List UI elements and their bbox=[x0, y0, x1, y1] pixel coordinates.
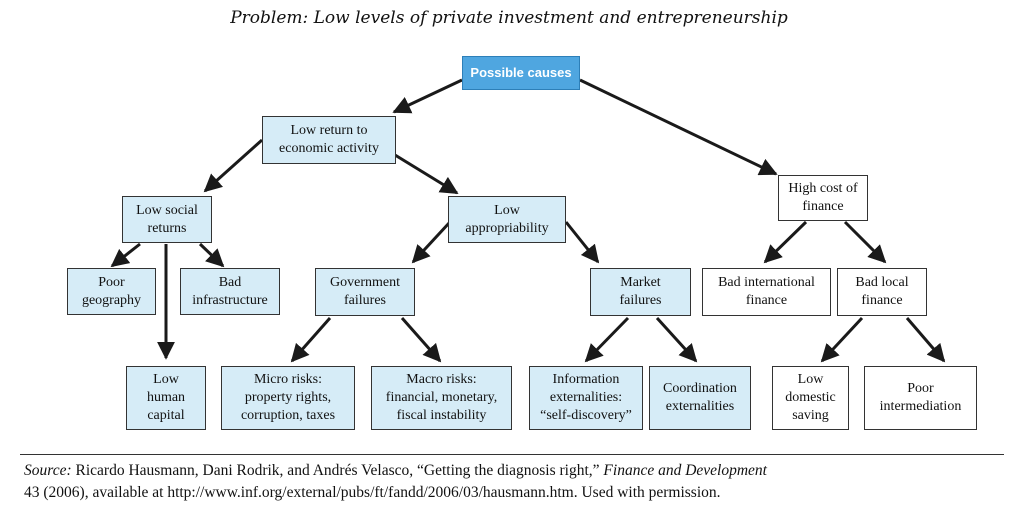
node-market-failures: Market failures bbox=[590, 268, 691, 316]
arrow-market-fail-to-coord bbox=[655, 316, 698, 363]
arrow-gov-fail-to-micro bbox=[290, 317, 332, 363]
node-poor-geography: Poor geography bbox=[67, 268, 156, 315]
node-macro-risks: Macro risks: financial, monetary, fiscal… bbox=[371, 366, 512, 430]
node-possible-causes: Possible causes bbox=[462, 56, 580, 90]
arrow-bad-local-to-poor-interm bbox=[905, 317, 946, 363]
source-text-1: Ricardo Hausmann, Dani Rodrik, and André… bbox=[71, 462, 604, 479]
source-journal: Finance and Development bbox=[603, 462, 767, 479]
arrow-low-return-to-low-approp bbox=[394, 153, 459, 195]
node-coordination-externalities: Coordination externalities bbox=[649, 366, 751, 430]
arrow-low-approp-to-gov-fail bbox=[411, 220, 452, 264]
node-bad-local-finance: Bad local finance bbox=[837, 268, 927, 316]
arrow-root-to-high-cost bbox=[579, 78, 778, 176]
node-bad-infrastructure: Bad infrastructure bbox=[180, 268, 280, 315]
arrow-high-cost-to-bad-local bbox=[843, 220, 887, 264]
arrow-gov-fail-to-macro bbox=[400, 317, 442, 363]
node-bad-international-finance: Bad international finance bbox=[702, 268, 831, 316]
source-label: Source: bbox=[24, 462, 72, 479]
node-low-human-capital: Low human capital bbox=[126, 366, 206, 430]
arrow-low-approp-to-market-fail bbox=[564, 221, 600, 264]
arrow-low-social-to-bad-infra bbox=[198, 242, 225, 268]
node-low-approp: Low appropriability bbox=[448, 196, 566, 243]
node-poor-intermediation: Poor intermediation bbox=[864, 366, 977, 430]
arrow-low-social-to-poor-geo bbox=[110, 242, 141, 268]
node-government-failures: Government failures bbox=[315, 268, 415, 316]
node-information-externalities: Information externalities: “self-discove… bbox=[529, 366, 643, 430]
node-low-domestic-saving: Low domestic saving bbox=[772, 366, 849, 430]
node-micro-risks: Micro risks: property rights, corruption… bbox=[221, 366, 355, 430]
arrow-high-cost-to-bad-intl bbox=[763, 220, 808, 264]
arrow-market-fail-to-info bbox=[584, 316, 630, 363]
arrow-bad-local-to-low-saving bbox=[820, 316, 864, 363]
diagram-title: Problem: Low levels of private investmen… bbox=[230, 8, 788, 28]
arrow-low-return-to-low-social bbox=[203, 138, 264, 193]
divider-rule bbox=[20, 454, 1004, 455]
source-note: Source: Ricardo Hausmann, Dani Rodrik, a… bbox=[24, 460, 1004, 504]
source-text-2: 43 (2006), available at http://www.inf.o… bbox=[24, 484, 721, 501]
node-high-cost: High cost of finance bbox=[778, 175, 868, 221]
node-low-social: Low social returns bbox=[122, 196, 212, 243]
node-low-return: Low return to economic activity bbox=[262, 116, 396, 164]
arrow-root-to-low-return bbox=[392, 78, 463, 114]
